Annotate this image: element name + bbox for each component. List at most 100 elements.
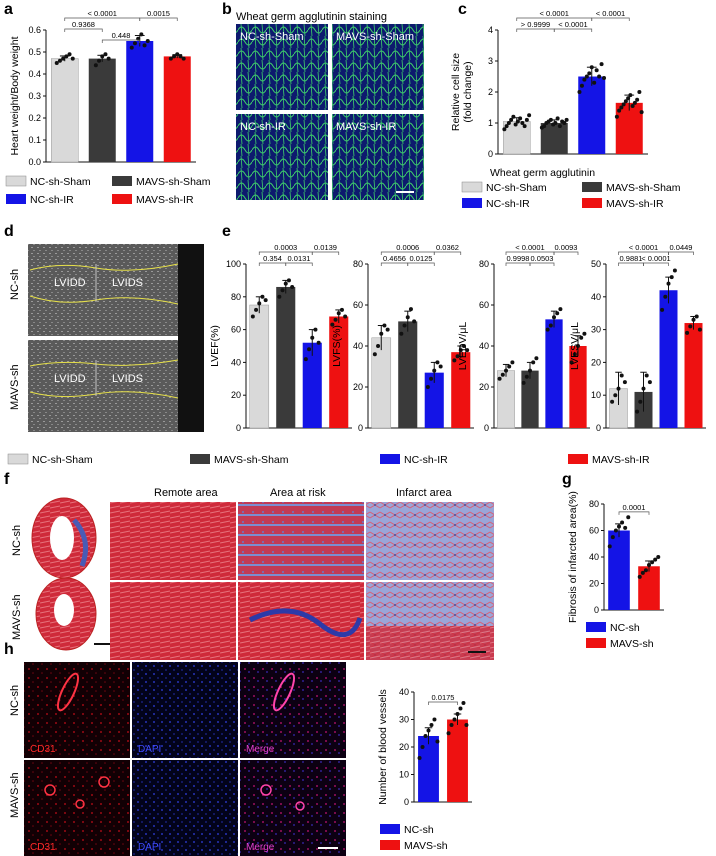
significance-bracket	[668, 251, 694, 255]
data-point	[619, 105, 624, 110]
significance-bracket	[258, 262, 287, 266]
data-point	[455, 354, 460, 359]
significance-label: 0.0139	[314, 243, 337, 252]
data-point	[290, 284, 295, 289]
if-vessel-mavs-merge-2	[295, 801, 305, 811]
bar-mavs-sh-sham	[540, 123, 568, 154]
y-axis-label: LVEF(%)	[209, 325, 221, 367]
data-point	[402, 323, 407, 328]
significance-label: 0.0131	[288, 254, 311, 263]
legend-c-title: Wheat germ agglutinin	[490, 167, 595, 179]
data-point	[61, 56, 66, 61]
data-point	[637, 574, 642, 579]
histo-nc-remote	[110, 502, 236, 580]
y-axis-label: LVFS(%)	[331, 325, 343, 367]
y-tick-label: 0	[484, 423, 489, 433]
if-vessel-mavs-merge-1	[260, 784, 272, 796]
if-label-nc-merge: Merge	[246, 744, 275, 755]
data-point	[579, 83, 584, 88]
data-point	[100, 54, 105, 59]
wga-label-mavs-sham: MAVS-sh-Sham	[336, 31, 414, 43]
data-point	[507, 364, 512, 369]
data-point	[254, 307, 259, 312]
significance-label: < 0.0001	[629, 243, 658, 252]
echo-mark-lvidd-mavs: LVIDD	[54, 373, 86, 385]
data-point	[672, 268, 677, 273]
legend-i-label-nc: NC-sh	[404, 824, 434, 836]
wga-image-nc-sham	[236, 24, 328, 110]
data-point	[542, 124, 547, 129]
legend-g: NC-sh MAVS-sh	[586, 622, 654, 650]
data-point	[621, 102, 626, 107]
bar-mavs-sh-ir	[569, 346, 587, 428]
data-point	[172, 54, 177, 59]
echo-mark-lvids-mavs: LVIDS	[112, 373, 143, 385]
panel-letter-b: b	[222, 1, 232, 18]
y-tick-label: 80	[353, 259, 363, 269]
bar-mavs-sh-ir	[684, 323, 703, 428]
data-point	[545, 327, 550, 332]
data-point	[613, 393, 618, 398]
y-tick-label: 10	[591, 390, 601, 400]
y-tick-label: 30	[399, 715, 409, 725]
significance-label: < 0.0001	[558, 20, 587, 29]
y-tick-label: 0.0	[28, 157, 41, 167]
legend-e-swatch-nc-ir	[380, 454, 400, 464]
bar-mavs-sh-sham	[521, 370, 539, 428]
y-axis-label-line: Number of blood vessels	[377, 689, 389, 805]
significance-label: 0.354	[263, 254, 282, 263]
data-point	[617, 108, 622, 113]
panel-letter-f: f	[4, 471, 10, 488]
if-label-nc-dapi: DAPI	[138, 744, 161, 755]
y-tick-label: 40	[231, 357, 241, 367]
if-nc-dapi	[132, 662, 238, 758]
if-label-nc-cd31: CD31	[30, 744, 56, 755]
legend-e-swatch-nc-sham	[7, 453, 29, 465]
y-axis-label: Relative cell size(fold change)	[450, 53, 474, 131]
data-point	[429, 376, 434, 381]
y-axis-label: Number of blood vessels	[377, 689, 389, 805]
data-point	[548, 117, 553, 122]
echo-image-nc-sh	[28, 244, 204, 336]
data-point	[635, 97, 640, 102]
data-point	[524, 117, 529, 122]
legend-swatch-nc-ir	[6, 194, 26, 204]
significance-bracket	[407, 262, 435, 266]
data-point	[569, 360, 574, 365]
significance-bracket	[618, 511, 650, 515]
data-point	[647, 380, 652, 385]
significance-label: 0.9998	[507, 254, 530, 263]
histo-mavs-risk-fibrosis	[248, 608, 363, 637]
chart-blood-vessels: 0 10 20 30 40 Number of blood vessels 0.0175	[377, 687, 472, 807]
y-tick-label: 60	[479, 300, 489, 310]
if-label-mavs-merge: Merge	[246, 842, 275, 853]
legend-c-swatch-mavs-ir	[582, 198, 602, 208]
y-axis-label-line: Fibrosis of infarcted area(%)	[567, 491, 579, 623]
y-tick-label: 50	[591, 259, 601, 269]
bar-nc-sh	[418, 736, 439, 802]
legend-c-label-nc-sham: NC-sh-Sham	[486, 182, 547, 194]
data-point	[277, 294, 282, 299]
significance-label: 0.0003	[274, 243, 297, 252]
echo-image-mavs-sh	[28, 340, 204, 432]
data-point	[438, 364, 443, 369]
data-point	[67, 52, 72, 57]
data-point	[653, 557, 658, 562]
data-point	[548, 323, 553, 328]
bar-nc-sh-sham	[51, 58, 79, 163]
significance-label: 0.0093	[555, 243, 578, 252]
bar-mavs-sh-ir	[451, 352, 471, 428]
data-point	[614, 114, 619, 119]
wga-label-nc-ir: NC-sh-IR	[240, 121, 286, 133]
significance-label: 0.9881	[620, 254, 643, 263]
if-mavs-merge	[240, 760, 346, 856]
echo-mark-lvids-nc: LVIDS	[112, 277, 143, 289]
data-point	[417, 756, 422, 760]
data-point	[607, 544, 612, 549]
data-point	[168, 56, 173, 61]
data-point	[513, 122, 518, 127]
data-point	[452, 358, 457, 363]
legend-i-swatch-nc	[380, 824, 400, 834]
wga-image-nc-ir	[236, 114, 328, 200]
data-point	[572, 352, 577, 357]
